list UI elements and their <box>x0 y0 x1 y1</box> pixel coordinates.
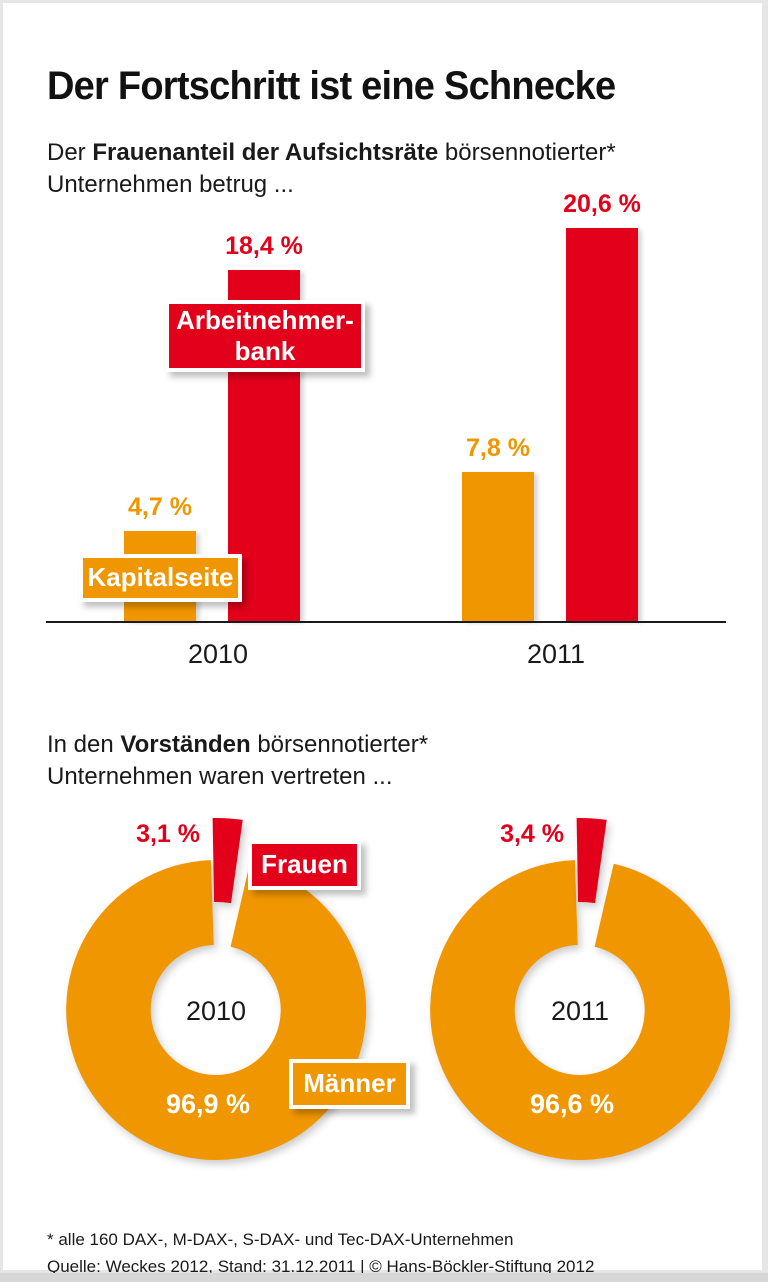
callout-label: bank <box>234 336 296 366</box>
callout-label: Kapitalseite <box>87 562 234 592</box>
value-label-kapitalseite-2011: 7,8 % <box>466 434 530 462</box>
donut-center-year-2010: 2010 <box>185 996 247 1026</box>
series-callout-arbeitnehmerbank: Arbeitnehmer- bank <box>165 300 365 372</box>
bar-arbeitnehmerbank-2011 <box>566 228 638 621</box>
donut-center-year-2011: 2011 <box>550 996 610 1026</box>
intro-text-line2: Unternehmen betrug ... <box>47 171 294 198</box>
bottom-border-band <box>0 1273 768 1282</box>
category-label-2010: 2010 <box>187 639 249 669</box>
x-axis-line <box>46 621 726 623</box>
slice-callout-maenner: Männer <box>289 1059 410 1109</box>
footnote-line: * alle 160 DAX-, M-DAX-, S-DAX- und Tec-… <box>47 1230 514 1249</box>
intro-text-bold: Vorständen <box>120 731 251 758</box>
donut-slice-frauen-2010 <box>212 817 243 904</box>
slice-callout-frauen: Frauen <box>248 840 361 890</box>
infographic-card: Der Fortschritt ist eine Schnecke Der Fr… <box>3 3 762 1276</box>
donut-chart-intro: In den Vorständen börsennotierter* Unter… <box>47 729 428 793</box>
donut-2011 <box>430 817 731 1161</box>
callout-label: Frauen <box>261 849 348 879</box>
page-title: Der Fortschritt ist eine Schnecke <box>47 63 616 108</box>
intro-text: börsennotierter* <box>250 731 429 758</box>
value-label-arbeitnehmerbank-2010: 18,4 % <box>225 232 303 260</box>
callout-label: Arbeitnehmer- <box>176 305 354 335</box>
series-callout-kapitalseite: Kapitalseite <box>79 554 242 602</box>
bar-kapitalseite-2011 <box>462 472 534 621</box>
callout-label: Männer <box>303 1068 396 1098</box>
intro-text-line2: Unternehmen waren vertreten ... <box>47 763 393 790</box>
donut-label-maenner-pct-2010: 96,9 % <box>165 1089 251 1119</box>
source-line: Quelle: Weckes 2012, Stand: 31.12.2011 |… <box>47 1257 595 1276</box>
bar-chart-intro: Der Frauenanteil der Aufsichtsräte börse… <box>47 137 616 201</box>
donut-label-frauen-pct-2011: 3,4 % <box>500 820 564 848</box>
intro-text: börsennotierter* <box>438 139 616 166</box>
intro-text: Der <box>47 139 93 166</box>
donut-slice-frauen-2011 <box>576 817 607 904</box>
footnote-source: * alle 160 DAX-, M-DAX-, S-DAX- und Tec-… <box>47 1226 594 1280</box>
donut-label-maenner-pct-2011: 96,6 % <box>529 1089 615 1119</box>
value-label-arbeitnehmerbank-2011: 20,6 % <box>563 190 641 218</box>
intro-text: In den <box>47 731 121 758</box>
category-label-2011: 2011 <box>526 639 586 669</box>
intro-text-bold: Frauenanteil der Aufsichtsräte <box>92 139 439 166</box>
donut-label-frauen-pct-2010: 3,1 % <box>136 820 200 848</box>
value-label-kapitalseite-2010: 4,7 % <box>128 493 192 521</box>
donut-slice-maenner-2011 <box>430 860 731 1161</box>
